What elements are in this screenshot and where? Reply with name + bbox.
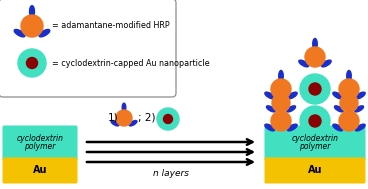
Ellipse shape xyxy=(347,102,351,114)
Ellipse shape xyxy=(335,106,343,112)
Circle shape xyxy=(300,74,330,104)
FancyBboxPatch shape xyxy=(265,157,365,184)
Ellipse shape xyxy=(279,102,283,114)
FancyBboxPatch shape xyxy=(3,157,78,184)
Ellipse shape xyxy=(265,92,275,99)
Text: = adamantane-modified HRP: = adamantane-modified HRP xyxy=(52,22,170,30)
Circle shape xyxy=(339,111,359,131)
Text: ; 2): ; 2) xyxy=(138,112,156,122)
Circle shape xyxy=(157,108,179,130)
Ellipse shape xyxy=(299,60,309,67)
Ellipse shape xyxy=(313,39,317,50)
Ellipse shape xyxy=(129,121,137,126)
Circle shape xyxy=(18,49,46,77)
Circle shape xyxy=(163,115,173,123)
Circle shape xyxy=(305,47,325,67)
Ellipse shape xyxy=(321,60,331,67)
Circle shape xyxy=(300,106,330,136)
Text: n layers: n layers xyxy=(153,169,189,177)
Ellipse shape xyxy=(279,86,283,96)
Ellipse shape xyxy=(287,106,296,112)
Ellipse shape xyxy=(287,124,297,131)
Text: Au: Au xyxy=(33,165,47,175)
Text: cyclodextrin: cyclodextrin xyxy=(17,134,64,143)
Text: polymer: polymer xyxy=(299,143,331,151)
Ellipse shape xyxy=(122,103,126,112)
Text: Au: Au xyxy=(308,165,322,175)
Ellipse shape xyxy=(355,92,365,99)
Ellipse shape xyxy=(347,70,351,81)
Ellipse shape xyxy=(266,106,275,112)
Ellipse shape xyxy=(333,92,343,99)
FancyBboxPatch shape xyxy=(265,125,365,160)
Circle shape xyxy=(309,83,321,95)
Circle shape xyxy=(116,110,132,126)
Circle shape xyxy=(272,94,290,112)
Circle shape xyxy=(339,79,359,99)
Circle shape xyxy=(271,79,291,99)
Ellipse shape xyxy=(279,70,283,81)
Ellipse shape xyxy=(355,124,365,131)
Circle shape xyxy=(271,111,291,131)
Text: cyclodextrin: cyclodextrin xyxy=(291,134,339,143)
Ellipse shape xyxy=(347,86,351,96)
FancyBboxPatch shape xyxy=(3,125,78,160)
Ellipse shape xyxy=(29,6,35,18)
Ellipse shape xyxy=(39,29,50,37)
Circle shape xyxy=(340,94,358,112)
Ellipse shape xyxy=(111,121,119,126)
Circle shape xyxy=(26,57,38,68)
Circle shape xyxy=(309,115,321,127)
Ellipse shape xyxy=(333,124,343,131)
Ellipse shape xyxy=(355,106,364,112)
Ellipse shape xyxy=(265,124,275,131)
Ellipse shape xyxy=(14,29,25,37)
Ellipse shape xyxy=(287,92,297,99)
Text: = cyclodextrin-capped Au nanoparticle: = cyclodextrin-capped Au nanoparticle xyxy=(52,59,210,67)
FancyBboxPatch shape xyxy=(0,0,176,97)
Text: 1): 1) xyxy=(108,112,118,122)
Circle shape xyxy=(21,15,43,37)
Text: polymer: polymer xyxy=(24,143,56,151)
